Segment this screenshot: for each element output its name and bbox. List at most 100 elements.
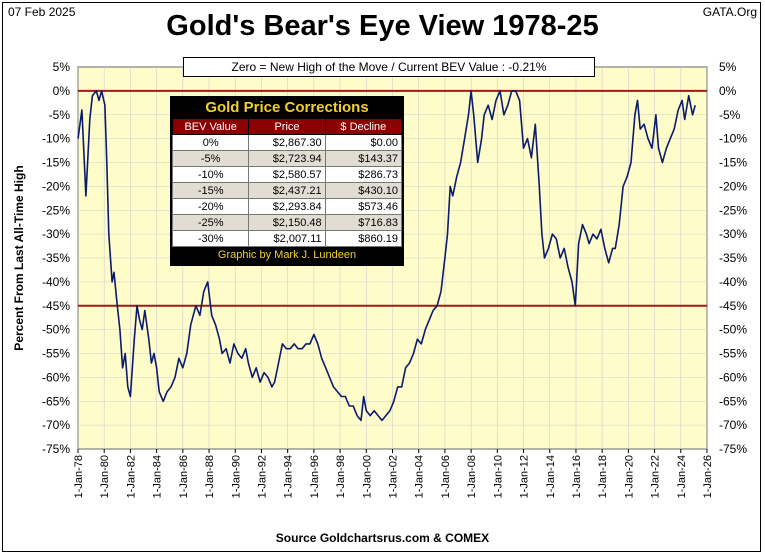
table-row: 0% $2,867.30 $0.00 <box>171 134 403 151</box>
decline-cell: $860.19 <box>324 230 403 247</box>
table-row: -30% $2,007.11 $860.19 <box>171 230 403 247</box>
site-label: GATA.Org <box>702 5 757 19</box>
date-label: 07 Feb 2025 <box>8 5 76 19</box>
price-cell: $2,150.48 <box>248 214 326 231</box>
y-tick-label-left: -5% <box>49 108 71 122</box>
table-row: -5% $2,723.94 $143.37 <box>171 150 403 167</box>
x-tick-label: 1-Jan-80 <box>99 455 111 498</box>
x-tick-label: 1-Jan-86 <box>178 455 190 498</box>
y-tick-label-left: -75% <box>42 442 70 456</box>
price-cell: $2,293.84 <box>248 198 326 215</box>
bev-cell: -20% <box>171 198 250 215</box>
table-row: -25% $2,150.48 $716.83 <box>171 214 403 231</box>
decline-cell: $430.10 <box>324 182 403 199</box>
decline-cell: $286.73 <box>324 166 403 183</box>
y-tick-label-right: 5% <box>719 60 737 74</box>
x-tick-label: 1-Jan-10 <box>492 455 504 498</box>
y-tick-label-left: -65% <box>42 394 70 408</box>
decline-cell: $143.37 <box>324 150 403 167</box>
y-tick-label-right: -15% <box>719 156 747 170</box>
corrections-table: Gold Price Corrections BEV Value Price $… <box>170 96 404 266</box>
y-tick-label-right: -20% <box>719 179 747 193</box>
decline-cell: $0.00 <box>324 134 403 151</box>
bev-cell: -5% <box>171 150 250 167</box>
y-tick-label-left: -50% <box>42 323 70 337</box>
corrections-grid: BEV Value Price $ Decline 0% $2,867.30 $… <box>171 118 403 247</box>
y-tick-label-left: -25% <box>42 203 70 217</box>
header-decline: $ Decline <box>324 118 403 135</box>
y-tick-label-left: -60% <box>42 370 70 384</box>
bev-cell: -30% <box>171 230 250 247</box>
graphic-credit: Graphic by Mark J. Lundeen <box>217 249 357 261</box>
y-tick-label-right: -65% <box>719 394 747 408</box>
chart-title: Gold's Bear's Eye View 1978-25 <box>166 10 599 42</box>
x-tick-label: 1-Jan-18 <box>597 455 609 498</box>
x-tick-label: 1-Jan-24 <box>676 455 688 498</box>
table-row: -20% $2,293.84 $573.46 <box>171 198 403 215</box>
price-cell: $2,007.11 <box>248 230 326 247</box>
bev-series-line <box>77 90 696 422</box>
price-cell: $2,437.21 <box>248 182 326 199</box>
y-tick-label-left: 5% <box>53 60 71 74</box>
x-tick-label: 1-Jan-14 <box>545 455 557 498</box>
x-tick-label: 1-Jan-94 <box>283 455 295 498</box>
x-tick-label: 1-Jan-00 <box>361 455 373 498</box>
price-cell: $2,867.30 <box>248 134 326 151</box>
y-tick-label-right: -30% <box>719 227 747 241</box>
y-tick-label-left: -10% <box>42 132 70 146</box>
y-tick-label-left: -30% <box>42 227 70 241</box>
price-cell: $2,723.94 <box>248 150 326 167</box>
x-tick-label: 1-Jan-92 <box>256 455 268 498</box>
y-tick-label-right: -70% <box>719 418 747 432</box>
x-tick-label: 1-Jan-82 <box>125 455 137 498</box>
bev-cell: -15% <box>171 182 250 199</box>
x-tick-label: 1-Jan-90 <box>230 455 242 498</box>
x-tick-label: 1-Jan-06 <box>440 455 452 498</box>
x-tick-label: 1-Jan-26 <box>702 455 714 498</box>
y-tick-label-right: -55% <box>719 347 747 361</box>
decline-cell: $716.83 <box>324 214 403 231</box>
bev-cell: -10% <box>171 166 250 183</box>
header-price: Price <box>248 118 326 135</box>
y-tick-label-right: -35% <box>719 251 747 265</box>
y-tick-label-left: 0% <box>53 84 71 98</box>
x-tick-label: 1-Jan-20 <box>623 455 635 498</box>
bev-cell: 0% <box>171 134 250 151</box>
y-tick-label-left: -40% <box>42 275 70 289</box>
price-cell: $2,580.57 <box>248 166 326 183</box>
y-tick-label-right: -10% <box>719 132 747 146</box>
y-tick-label-left: -55% <box>42 347 70 361</box>
y-tick-label-left: -70% <box>42 418 70 432</box>
x-tick-label: 1-Jan-08 <box>466 455 478 498</box>
y-tick-label-right: -45% <box>719 299 747 313</box>
y-tick-label-right: -5% <box>719 108 741 122</box>
y-tick-label-left: -15% <box>42 156 70 170</box>
bev-cell: -25% <box>171 214 250 231</box>
y-tick-label-right: -75% <box>719 442 747 456</box>
decline-cell: $573.46 <box>324 198 403 215</box>
x-tick-label: 1-Jan-84 <box>152 455 164 498</box>
y-tick-label-left: -45% <box>42 299 70 313</box>
corrections-table-title: Gold Price Corrections <box>205 99 369 116</box>
x-tick-label: 1-Jan-16 <box>571 455 583 498</box>
y-tick-label-left: -35% <box>42 251 70 265</box>
x-tick-label: 1-Jan-02 <box>388 455 400 498</box>
y-tick-label-left: -20% <box>42 179 70 193</box>
table-row: -15% $2,437.21 $430.10 <box>171 182 403 199</box>
y-tick-label-right: 0% <box>719 84 737 98</box>
current-bev-note: Zero = New High of the Move / Current BE… <box>183 57 595 77</box>
y-tick-label-right: -50% <box>719 323 747 337</box>
y-tick-label-right: -25% <box>719 203 747 217</box>
y-tick-label-right: -60% <box>719 370 747 384</box>
x-tick-label: 1-Jan-88 <box>204 455 216 498</box>
x-tick-label: 1-Jan-22 <box>650 455 662 498</box>
x-tick-label: 1-Jan-04 <box>414 455 426 498</box>
table-row: -10% $2,580.57 $286.73 <box>171 166 403 183</box>
y-tick-label-right: -40% <box>719 275 747 289</box>
x-tick-label: 1-Jan-12 <box>519 455 531 498</box>
x-tick-label: 1-Jan-78 <box>73 455 85 498</box>
x-tick-label: 1-Jan-96 <box>309 455 321 498</box>
header-bev-value: BEV Value <box>171 118 250 135</box>
